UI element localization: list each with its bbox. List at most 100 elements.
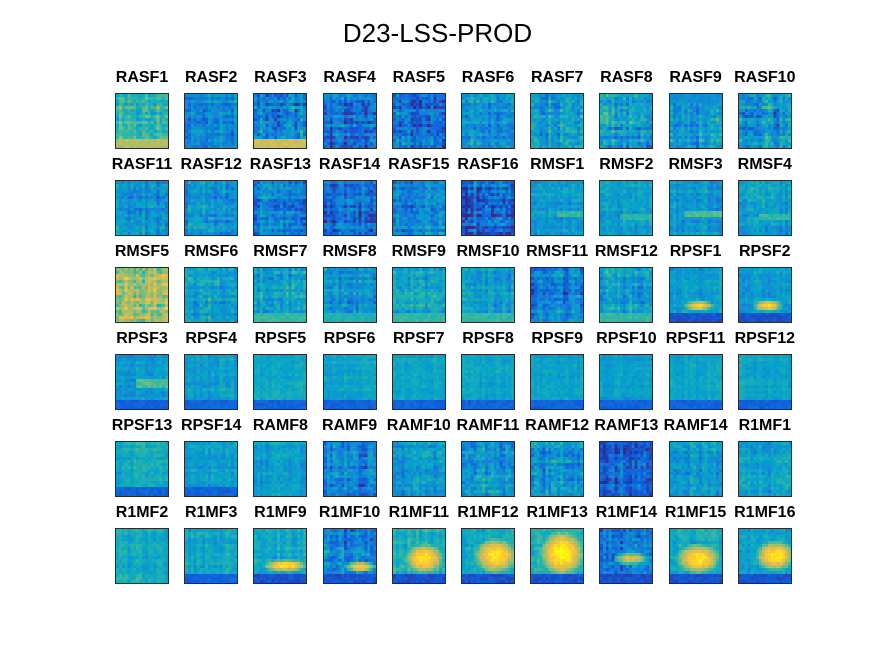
panel-rasf11 xyxy=(115,180,169,236)
panel-heatmap-rpsf13 xyxy=(116,442,168,496)
panel-label-rasf5: RASF5 xyxy=(392,69,446,86)
panel-rmsf2 xyxy=(599,180,654,236)
panel-heatmap-rmsf2 xyxy=(600,181,653,235)
panel-label-rasf10: RASF10 xyxy=(734,69,796,86)
panel-label-ramf11: RAMF11 xyxy=(456,417,520,434)
panel-heatmap-rmsf1 xyxy=(531,181,584,235)
panel-heatmap-ramf12 xyxy=(531,442,584,496)
panel-rmsf1 xyxy=(530,180,585,236)
panel-rasf5 xyxy=(391,93,446,149)
panel-label-r1mf15: R1MF15 xyxy=(664,504,727,521)
panel-label-r1mf11: R1MF11 xyxy=(388,504,450,521)
panel-label-r1mf10: R1MF10 xyxy=(318,504,381,521)
panel-heatmap-r1mf12 xyxy=(462,529,514,583)
panel-heatmap-rasf12 xyxy=(185,181,238,235)
panel-label-rasf8: RASF8 xyxy=(600,69,653,86)
panel-heatmap-rasf9 xyxy=(669,94,722,148)
panel-rmsf5 xyxy=(115,267,169,323)
panel-heatmap-r1mf1 xyxy=(738,442,791,496)
panel-label-rpsf4: RPSF4 xyxy=(185,330,237,347)
panel-label-rpsf2: RPSF2 xyxy=(739,243,791,260)
panel-label-rmsf7: RMSF7 xyxy=(253,243,308,260)
panel-heatmap-rpsf9 xyxy=(531,355,584,409)
panel-label-rmsf5: RMSF5 xyxy=(114,243,170,260)
panel-ramf9 xyxy=(322,441,377,497)
panel-ramf11 xyxy=(461,441,515,497)
panel-ramf12 xyxy=(530,441,585,497)
panel-heatmap-r1mf15 xyxy=(669,529,722,583)
panel-label-rmsf4: RMSF4 xyxy=(737,156,792,173)
panel-label-rasf15: RASF15 xyxy=(388,156,450,173)
panel-label-rpsf10: RPSF10 xyxy=(596,330,657,347)
panel-r1mf16 xyxy=(737,528,792,584)
panel-label-rasf11: RASF11 xyxy=(111,156,173,173)
panel-label-r1mf1: R1MF1 xyxy=(738,417,792,434)
panel-heatmap-rmsf12 xyxy=(600,268,653,322)
panel-heatmap-rasf2 xyxy=(185,94,238,148)
panel-r1mf1 xyxy=(737,441,792,497)
panel-label-rmsf9: RMSF9 xyxy=(391,243,446,260)
panel-heatmap-rasf10 xyxy=(738,94,791,148)
panel-rasf1 xyxy=(115,93,169,149)
panel-label-r1mf12: R1MF12 xyxy=(457,504,519,521)
panel-label-rasf6: RASF6 xyxy=(461,69,515,86)
panel-label-rasf16: RASF16 xyxy=(457,156,519,173)
panel-heatmap-ramf13 xyxy=(600,442,653,496)
panel-heatmap-rasf7 xyxy=(531,94,584,148)
panel-label-ramf14: RAMF14 xyxy=(663,417,728,434)
panel-rasf2 xyxy=(184,93,239,149)
panel-heatmap-r1mf9 xyxy=(254,529,307,583)
panel-r1mf15 xyxy=(668,528,723,584)
panel-rpsf14 xyxy=(184,441,239,497)
panel-heatmap-ramf9 xyxy=(323,442,376,496)
panel-label-rpsf8: RPSF8 xyxy=(462,330,514,347)
panel-rmsf6 xyxy=(184,267,239,323)
panel-heatmap-rpsf2 xyxy=(738,268,791,322)
panel-r1mf3 xyxy=(184,528,239,584)
panel-label-r1mf16: R1MF16 xyxy=(734,504,796,521)
panel-heatmap-rpsf8 xyxy=(462,355,514,409)
panel-rasf10 xyxy=(737,93,792,149)
panel-label-rpsf9: RPSF9 xyxy=(531,330,583,347)
panel-rasf13 xyxy=(253,180,308,236)
panel-heatmap-rmsf4 xyxy=(738,181,791,235)
panel-heatmap-rasf15 xyxy=(392,181,445,235)
panel-heatmap-rmsf7 xyxy=(254,268,307,322)
panel-label-rasf3: RASF3 xyxy=(254,69,307,86)
panel-rmsf7 xyxy=(253,267,308,323)
panel-rpsf2 xyxy=(737,267,792,323)
panel-heatmap-ramf10 xyxy=(392,442,445,496)
panel-heatmap-rmsf9 xyxy=(392,268,445,322)
panel-heatmap-rmsf11 xyxy=(531,268,584,322)
panel-heatmap-rpsf4 xyxy=(185,355,238,409)
panel-heatmap-rmsf10 xyxy=(462,268,514,322)
panel-heatmap-rmsf5 xyxy=(116,268,168,322)
panel-heatmap-rpsf3 xyxy=(116,355,168,409)
panel-rasf12 xyxy=(184,180,239,236)
panel-heatmap-rasf6 xyxy=(462,94,514,148)
panel-label-rpsf13: RPSF13 xyxy=(111,417,173,434)
panel-heatmap-ramf14 xyxy=(669,442,722,496)
panel-label-rasf12: RASF12 xyxy=(180,156,242,173)
panel-rpsf1 xyxy=(668,267,723,323)
panel-heatmap-rasf8 xyxy=(600,94,653,148)
panel-heatmap-r1mf3 xyxy=(185,529,238,583)
panel-rasf6 xyxy=(461,93,515,149)
panel-label-rmsf6: RMSF6 xyxy=(184,243,239,260)
panel-label-ramf10: RAMF10 xyxy=(386,417,451,434)
panel-heatmap-rpsf7 xyxy=(392,355,445,409)
panel-heatmap-rpsf5 xyxy=(254,355,307,409)
panel-heatmap-rmsf8 xyxy=(323,268,376,322)
panel-heatmap-rmsf3 xyxy=(669,181,722,235)
panel-label-rmsf1: RMSF1 xyxy=(530,156,585,173)
panel-heatmap-rpsf12 xyxy=(738,355,791,409)
panel-heatmap-rasf4 xyxy=(323,94,376,148)
panel-label-r1mf14: R1MF14 xyxy=(595,504,658,521)
panel-label-rpsf1: RPSF1 xyxy=(669,243,722,260)
panel-rpsf13 xyxy=(115,441,169,497)
panel-ramf13 xyxy=(599,441,654,497)
panel-r1mf14 xyxy=(599,528,654,584)
panel-heatmap-r1mf10 xyxy=(323,529,376,583)
panel-heatmap-ramf11 xyxy=(462,442,514,496)
figure-title: D23-LSS-PROD xyxy=(342,18,533,48)
